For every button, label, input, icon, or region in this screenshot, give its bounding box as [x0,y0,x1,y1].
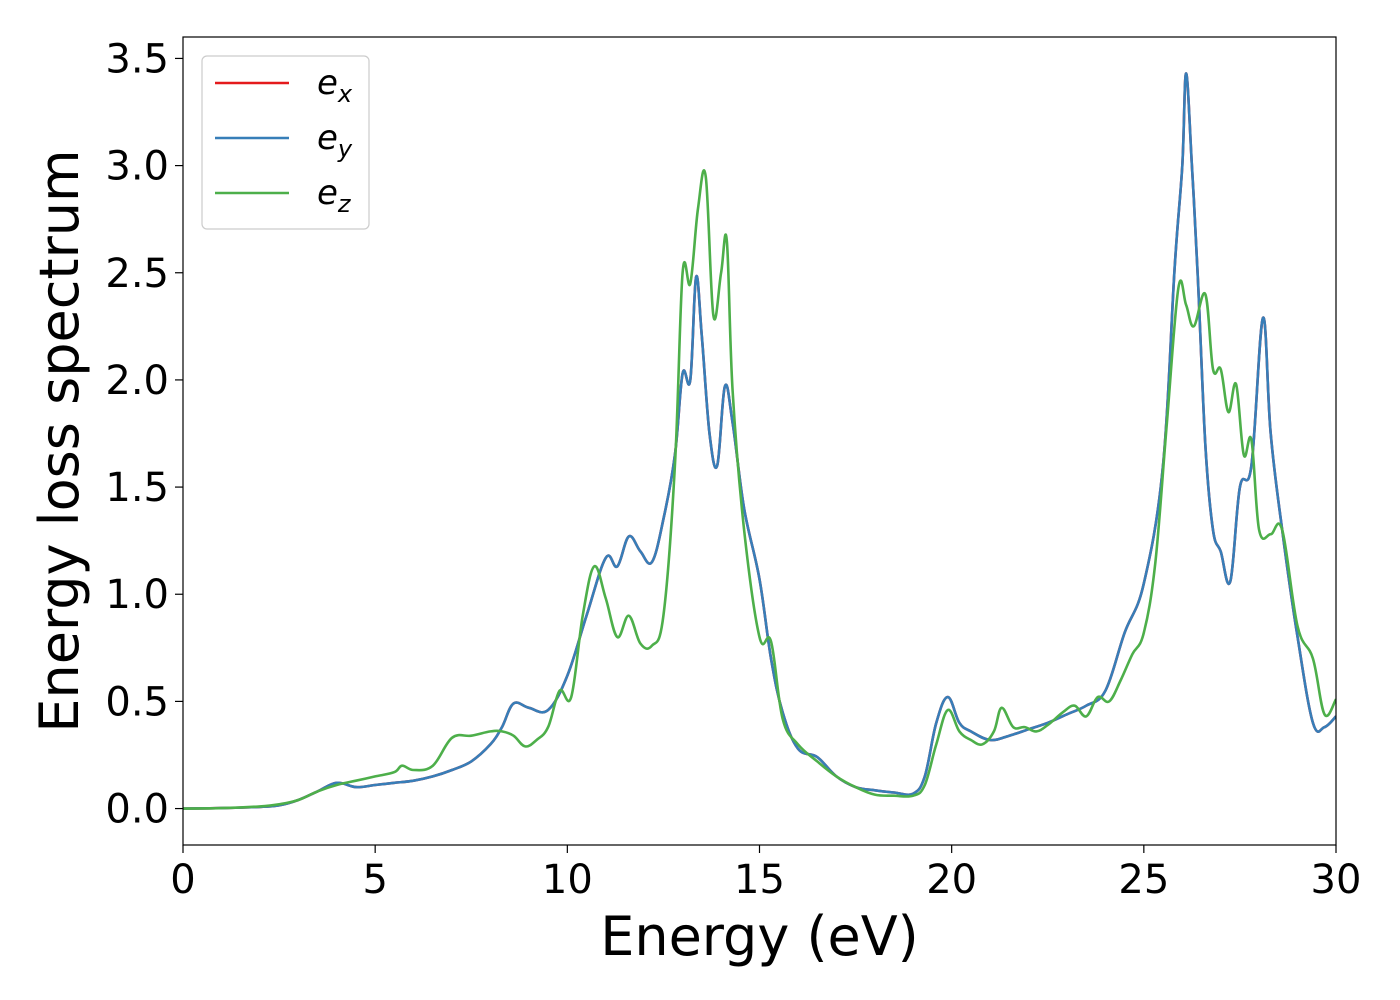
series-line-ey [183,72,1336,810]
y-axis-label: Energy loss spectrum [28,149,91,732]
y-tick-label: 2.0 [105,358,169,404]
y-tick-label: 1.0 [105,572,169,618]
y-tick-label: 0.5 [105,679,169,725]
legend: ex ey ez [201,55,370,230]
x-tick-label: 0 [170,857,195,903]
x-tick-label: 5 [362,857,387,903]
legend-box [201,55,370,230]
x-tick-label: 20 [926,857,977,903]
y-tick-label: 3.0 [105,144,169,190]
y-tick-label: 0.0 [105,787,169,833]
x-tick-label: 15 [734,857,785,903]
x-axis-ticks: 0 5 10 15 20 25 30 [170,845,1361,903]
series-line-ez [183,169,1336,810]
y-tick-label: 1.5 [105,465,169,511]
y-tick-label: 3.5 [105,36,169,82]
legend-entry-ez: ez [317,173,352,218]
x-tick-label: 25 [1118,857,1169,903]
legend-entry-ex: ex [317,63,353,108]
y-tick-label: 2.5 [105,251,169,297]
plot-lines [183,72,1336,810]
x-axis-label: Energy (eV) [600,905,919,968]
x-tick-label: 10 [542,857,593,903]
x-tick-label: 30 [1311,857,1362,903]
y-axis-ticks: 0.0 0.5 1.0 1.5 2.0 2.5 3.0 3.5 [105,36,183,833]
legend-entry-ey: ey [317,118,353,163]
